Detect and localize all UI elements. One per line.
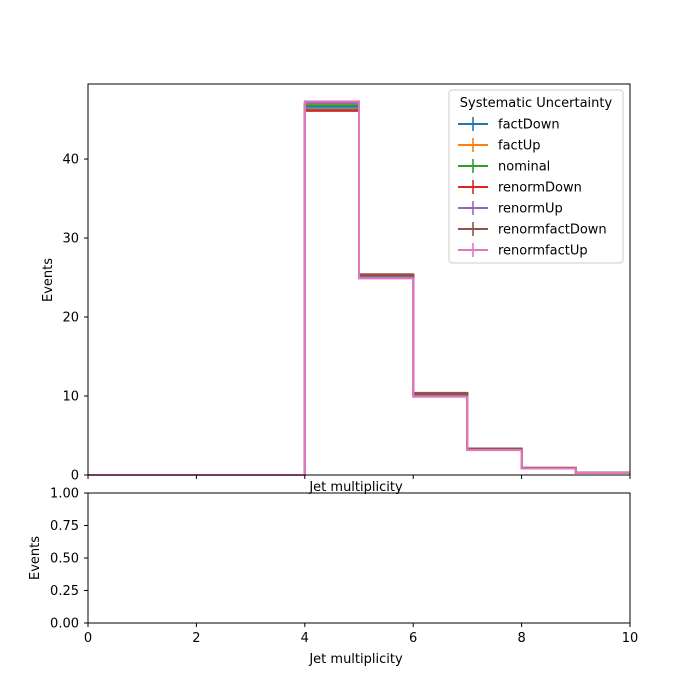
top-plot-area — [88, 100, 630, 476]
bottom-y-tick-label: 0.50 — [50, 552, 79, 567]
legend-label-factUp: factUp — [498, 139, 541, 154]
top-y-tick-label: 0 — [71, 469, 79, 484]
bottom-plot-frame — [87, 492, 631, 624]
top-panel: 0 10 20 30 40 Jet multiplicity Events System… — [41, 83, 631, 495]
bottom-x-tick-label: 10 — [622, 631, 639, 646]
legend-label-renormUp: renormUp — [498, 202, 563, 217]
top-y-tick-label: 20 — [62, 311, 79, 326]
top-y-tick-label: 10 — [62, 390, 79, 405]
top-axes: 0 10 20 30 40 — [62, 83, 631, 484]
bottom-y-tick-label: 1.00 — [50, 487, 79, 502]
bottom-x-tick-label: 8 — [517, 631, 525, 646]
bottom-panel: 0.00 0.25 0.50 0.75 1.00 0 2 4 6 8 10 Jet multipli… — [28, 487, 638, 668]
legend-items: factDown factUp nominal renormDown renormUp r… — [458, 117, 607, 259]
top-plot-frame — [87, 83, 631, 476]
bottom-y-axis-label: Events — [28, 536, 43, 580]
legend-title: Systematic Uncertainty — [460, 96, 613, 111]
bottom-x-axis-label: Jet multiplicity — [308, 652, 403, 667]
legend: Systematic Uncertainty factDown factUp nom… — [448, 89, 624, 264]
bottom-y-tick-label: 0.25 — [50, 584, 79, 599]
bottom-y-tick-label: 0.00 — [50, 617, 79, 632]
legend-frame — [448, 89, 624, 264]
legend-label-renormDown: renormDown — [498, 181, 582, 196]
top-y-tick-label: 30 — [62, 232, 79, 247]
top-x-axis-label: Jet multiplicity — [308, 480, 403, 495]
legend-label-renormfactUp: renormfactUp — [498, 244, 588, 259]
bottom-x-tick-label: 6 — [409, 631, 417, 646]
bottom-x-tick-label: 4 — [301, 631, 309, 646]
top-y-axis-label: Events — [41, 258, 56, 302]
bottom-y-tick-label: 0.75 — [50, 519, 79, 534]
bottom-x-tick-label: 0 — [84, 631, 92, 646]
top-y-tick-label: 40 — [62, 153, 79, 168]
legend-label-renormfactDown: renormfactDown — [498, 223, 607, 238]
bottom-axes: 0.00 0.25 0.50 0.75 1.00 0 2 4 6 8 10 — [50, 487, 638, 647]
bottom-x-tick-label: 2 — [192, 631, 200, 646]
legend-label-factDown: factDown — [498, 118, 560, 133]
legend-label-nominal: nominal — [498, 160, 550, 175]
